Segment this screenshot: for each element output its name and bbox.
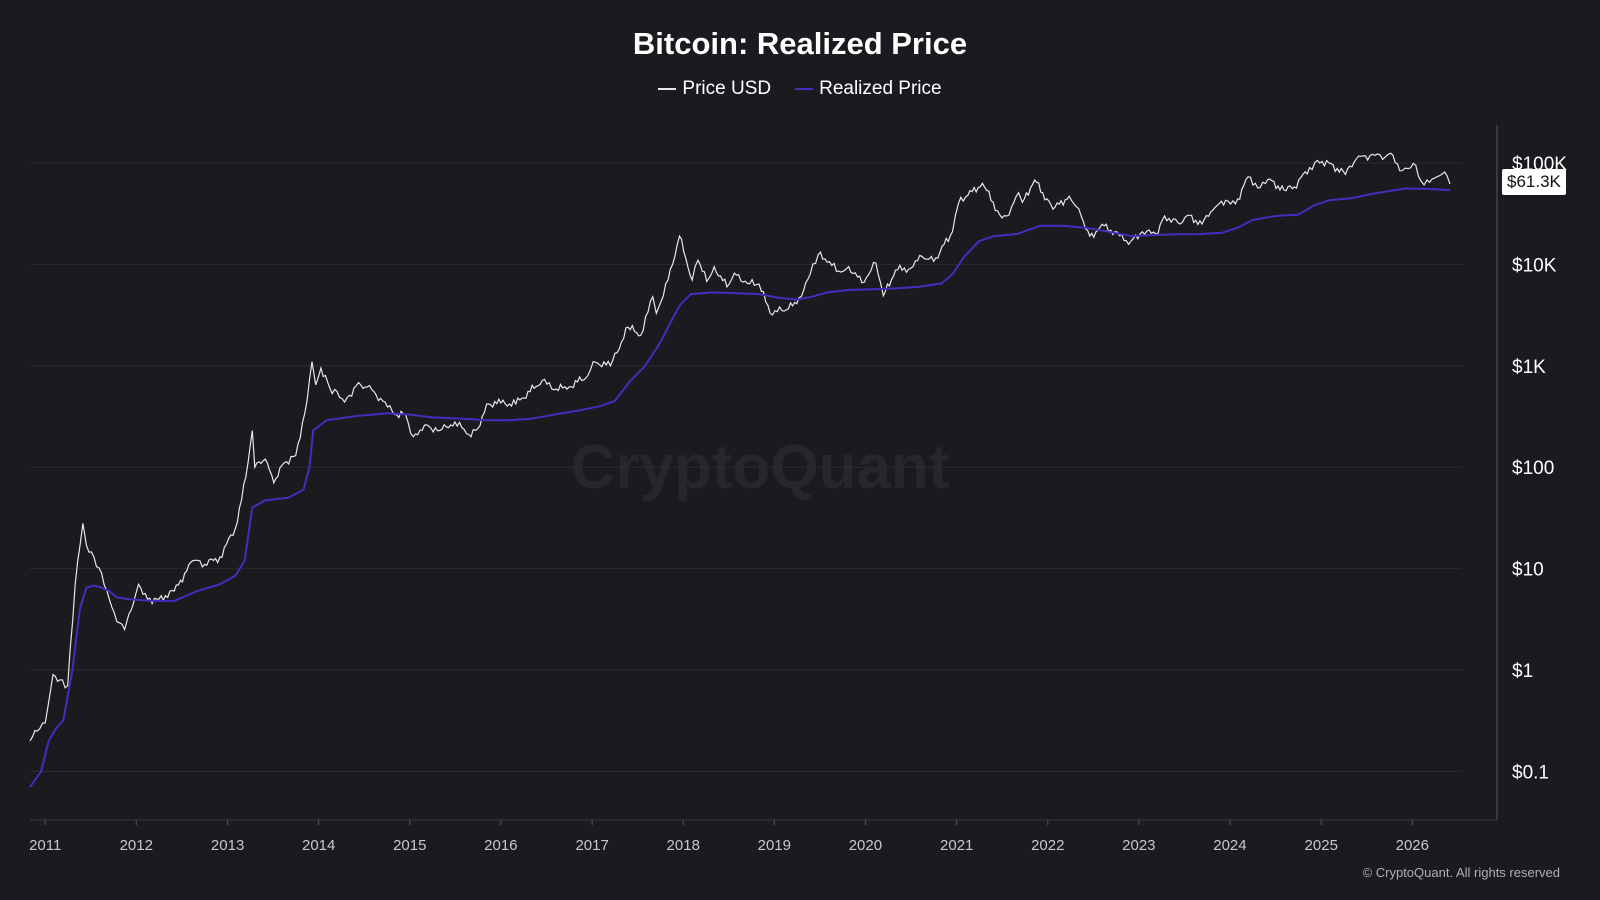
x-tick-label: 2012 — [120, 837, 153, 854]
y-tick-label: $1 — [1512, 661, 1533, 682]
x-tick-label: 2021 — [940, 837, 973, 854]
x-tick-label: 2026 — [1396, 837, 1429, 854]
x-tick-label: 2020 — [849, 837, 882, 854]
legend-swatch-realized-price — [795, 88, 814, 90]
legend-swatch-price-usd — [658, 88, 677, 90]
axes — [30, 125, 1498, 821]
x-tick-label: 2023 — [1122, 837, 1155, 854]
series-line-realized-price — [29, 187, 1451, 788]
y-axis-ticks: $100K$10K$1K$100$10$1$0.1 — [1512, 154, 1567, 783]
x-tick-label: 2014 — [302, 837, 335, 854]
x-tick-label: 2017 — [575, 837, 608, 854]
legend-item-price-usd[interactable]: Price USD — [658, 78, 771, 100]
x-tick-label: 2018 — [667, 837, 700, 854]
y-tick-label: $1K — [1512, 357, 1546, 378]
grid-lines — [30, 162, 1462, 772]
x-tick-label: 2016 — [484, 837, 517, 854]
x-tick-label: 2022 — [1031, 837, 1064, 854]
copyright-text: © CryptoQuant. All rights reserved — [1362, 865, 1560, 880]
series-line-price-usd — [29, 152, 1451, 742]
x-tick-label: 2025 — [1305, 837, 1338, 854]
legend-item-realized-price[interactable]: Realized Price — [795, 78, 942, 100]
legend-label-realized-price: Realized Price — [819, 78, 942, 99]
x-tick-label: 2019 — [758, 837, 791, 854]
legend-label-price-usd: Price USD — [682, 78, 772, 99]
y-tick-label: $0.1 — [1512, 762, 1549, 783]
chart-title: Bitcoin: Realized Price — [632, 26, 968, 61]
x-tick-label: 2011 — [29, 837, 61, 854]
x-tick-label: 2024 — [1213, 837, 1246, 854]
chart-legend: Price USD Realized Price — [0, 78, 1600, 100]
x-axis-ticks: 2011 2012 2013 2014 2015 2016 2017 2018 2019 2020… — [29, 820, 1429, 854]
y-tick-label: $10 — [1512, 560, 1544, 581]
y-tick-label: $10K — [1512, 255, 1557, 276]
y-tick-label: $100 — [1512, 458, 1554, 479]
x-tick-label: 2013 — [211, 837, 244, 854]
x-tick-label: 2015 — [393, 837, 426, 854]
last-value-label: $61.3K — [1502, 169, 1566, 195]
